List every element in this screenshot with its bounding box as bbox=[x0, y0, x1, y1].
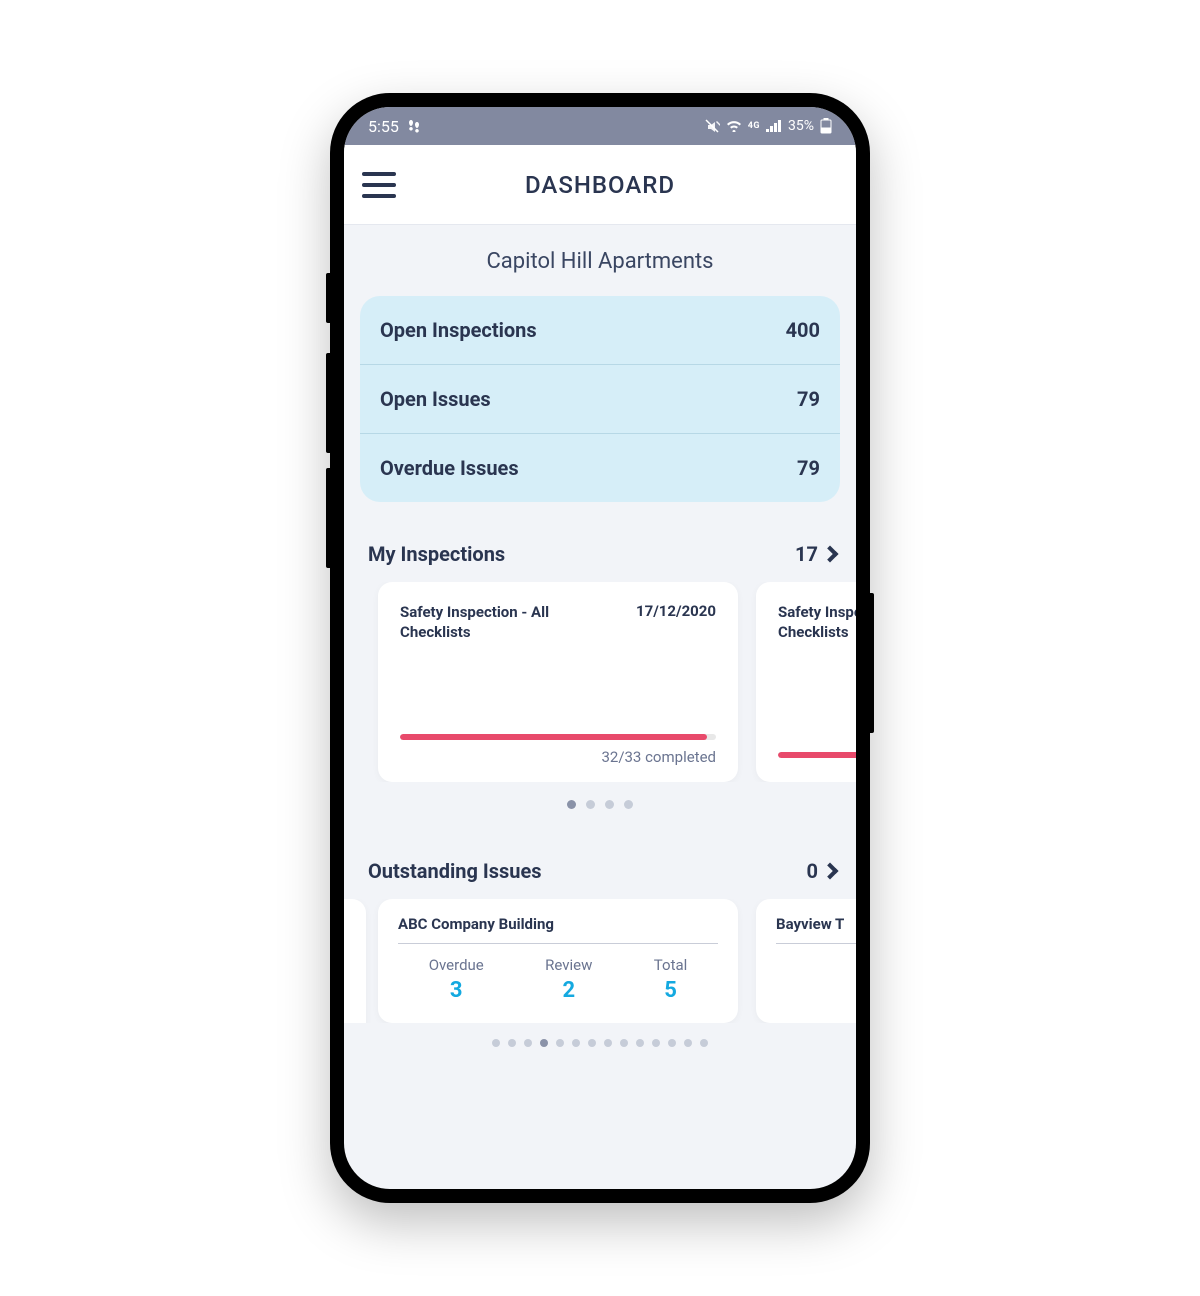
issue-col-value: 5 bbox=[654, 978, 688, 1003]
issue-col-label: Overdue bbox=[429, 956, 484, 974]
content: Capitol Hill Apartments Open Inspections… bbox=[344, 225, 856, 1189]
phone-side-button bbox=[326, 468, 330, 568]
inspections-dots bbox=[344, 800, 856, 809]
carousel-dot[interactable] bbox=[624, 800, 633, 809]
inspection-name: Safety Inspection - All Checklists bbox=[400, 602, 580, 643]
stats-value: 79 bbox=[797, 456, 820, 480]
carousel-dot[interactable] bbox=[556, 1039, 564, 1047]
carousel-dot[interactable] bbox=[684, 1039, 692, 1047]
phone-side-button bbox=[870, 593, 874, 733]
progress-bar bbox=[778, 752, 856, 758]
issue-col-label: Review bbox=[545, 956, 592, 974]
property-name: Capitol Hill Apartments bbox=[344, 249, 856, 274]
stats-row[interactable]: Overdue Issues 79 bbox=[360, 434, 840, 502]
inspections-title: My Inspections bbox=[368, 542, 505, 566]
inspection-name: Safety Inspection - All Checklists bbox=[778, 602, 856, 643]
status-time: 5:55 bbox=[368, 117, 399, 136]
issue-card-title: Bayview T bbox=[776, 915, 856, 944]
carousel-dot[interactable] bbox=[524, 1039, 532, 1047]
issue-col-label: Total bbox=[654, 956, 688, 974]
progress-bar bbox=[400, 734, 716, 740]
screen: 5:55 4G 35% DASHBOARD Capitol Hill Apart… bbox=[344, 107, 856, 1189]
page-title: DASHBOARD bbox=[396, 171, 838, 199]
menu-icon[interactable] bbox=[362, 172, 396, 198]
carousel-dot[interactable] bbox=[508, 1039, 516, 1047]
carousel-dot[interactable] bbox=[620, 1039, 628, 1047]
carousel-dot[interactable] bbox=[605, 800, 614, 809]
stats-label: Open Inspections bbox=[380, 318, 537, 342]
status-bar: 5:55 4G 35% bbox=[344, 107, 856, 145]
carousel-dot[interactable] bbox=[668, 1039, 676, 1047]
stats-label: Overdue Issues bbox=[380, 456, 519, 480]
progress-text: 32/33 completed bbox=[400, 748, 716, 766]
phone-side-button bbox=[326, 353, 330, 453]
issue-col-value: 3 bbox=[429, 978, 484, 1003]
phone-side-button bbox=[326, 273, 330, 323]
issue-card[interactable]: Bayview TOverdue bbox=[756, 899, 856, 1023]
carousel-dot[interactable] bbox=[636, 1039, 644, 1047]
chevron-right-icon bbox=[822, 546, 839, 563]
inspections-count-link[interactable]: 17 bbox=[795, 542, 836, 566]
stats-value: 79 bbox=[797, 387, 820, 411]
inspections-header[interactable]: My Inspections 17 bbox=[344, 542, 856, 566]
issue-card[interactable]: ABC Company Building Overdue 3 Review 2 Total… bbox=[378, 899, 738, 1023]
carousel-dot[interactable] bbox=[567, 800, 576, 809]
carousel-dot[interactable] bbox=[492, 1039, 500, 1047]
phone-frame: 5:55 4G 35% DASHBOARD Capitol Hill Apart… bbox=[330, 93, 870, 1203]
issues-header[interactable]: Outstanding Issues 0 bbox=[344, 859, 856, 883]
mute-icon bbox=[704, 118, 720, 134]
inspection-card[interactable]: Safety Inspection - All Checklists bbox=[756, 582, 856, 782]
battery-text: 35% bbox=[788, 118, 814, 134]
carousel-dot[interactable] bbox=[586, 800, 595, 809]
chevron-right-icon bbox=[822, 863, 839, 880]
inspections-count: 17 bbox=[795, 542, 818, 566]
wifi-icon bbox=[726, 120, 742, 132]
stats-row[interactable]: Open Inspections 400 bbox=[360, 296, 840, 365]
carousel-dot[interactable] bbox=[540, 1039, 548, 1047]
inspection-date: 17/12/2020 bbox=[636, 602, 716, 643]
carousel-dot[interactable] bbox=[700, 1039, 708, 1047]
carousel-dot[interactable] bbox=[652, 1039, 660, 1047]
inspections-carousel[interactable]: Safety Inspection - All Checklists 17/12/… bbox=[344, 582, 856, 782]
app-header: DASHBOARD bbox=[344, 145, 856, 225]
issues-count-link[interactable]: 0 bbox=[807, 859, 836, 883]
stats-row[interactable]: Open Issues 79 bbox=[360, 365, 840, 434]
stats-value: 400 bbox=[786, 318, 820, 342]
issues-title: Outstanding Issues bbox=[368, 859, 542, 883]
issue-card-peek[interactable] bbox=[344, 899, 366, 1023]
network-label: 4G bbox=[748, 121, 760, 131]
issues-carousel[interactable]: ABC Company Building Overdue 3 Review 2 Total… bbox=[344, 899, 856, 1023]
issue-col-value: 2 bbox=[545, 978, 592, 1003]
issues-count: 0 bbox=[807, 859, 818, 883]
signal-icon bbox=[766, 120, 782, 132]
inspection-card[interactable]: Safety Inspection - All Checklists 17/12/… bbox=[378, 582, 738, 782]
stats-card: Open Inspections400Open Issues79Overdue … bbox=[360, 296, 840, 502]
issue-card-title: ABC Company Building bbox=[398, 915, 718, 944]
carousel-dot[interactable] bbox=[588, 1039, 596, 1047]
issues-dots bbox=[344, 1039, 856, 1047]
footprint-icon bbox=[407, 118, 421, 134]
battery-icon bbox=[820, 118, 832, 134]
carousel-dot[interactable] bbox=[604, 1039, 612, 1047]
stats-label: Open Issues bbox=[380, 387, 491, 411]
carousel-dot[interactable] bbox=[572, 1039, 580, 1047]
